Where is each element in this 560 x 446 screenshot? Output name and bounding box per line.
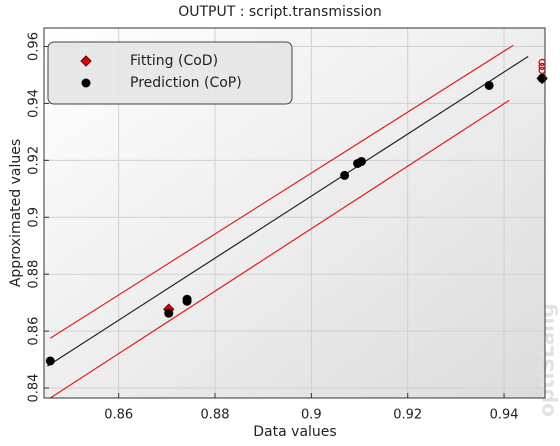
fit-line: [49, 99, 510, 399]
x-tick-label: 0.92: [393, 408, 422, 423]
y-tick-label: 0.94: [27, 89, 42, 118]
fit-line: [49, 44, 514, 339]
marker-circle: [45, 356, 55, 366]
y-tick-label: 0.92: [27, 146, 42, 175]
y-tick-label: 0.9: [27, 207, 42, 228]
marker-circle: [340, 170, 350, 180]
x-tick-label: 0.86: [104, 408, 133, 423]
marker-circle: [356, 156, 366, 166]
fit-line: [47, 55, 529, 367]
x-tick-label: 0.9: [301, 408, 322, 423]
x-axis-label: Data values: [253, 424, 336, 440]
y-tick-label: 0.88: [27, 260, 42, 289]
x-tick-label: 0.94: [490, 408, 519, 423]
marker-circle: [182, 294, 192, 304]
y-axis-label: Approximated values: [8, 139, 24, 287]
legend-box: [47, 41, 293, 105]
legend-label: Fitting (CoD): [130, 53, 218, 69]
y-tick-label: 0.84: [27, 374, 42, 403]
y-tick-label: 0.86: [27, 317, 42, 346]
legend-marker: [81, 78, 91, 88]
x-tick-label: 0.88: [201, 408, 230, 423]
marker-circle: [537, 73, 547, 83]
y-tick-label: 0.96: [27, 32, 42, 61]
plot-frame: [43, 27, 546, 399]
legend-label: Prediction (CoP): [130, 75, 242, 91]
marker-circle: [484, 80, 494, 90]
legend-marker: [80, 55, 92, 67]
chart-title: OUTPUT : script.transmission: [178, 4, 382, 20]
watermark: optiSLang: [535, 303, 559, 417]
marker-circle: [164, 308, 174, 318]
